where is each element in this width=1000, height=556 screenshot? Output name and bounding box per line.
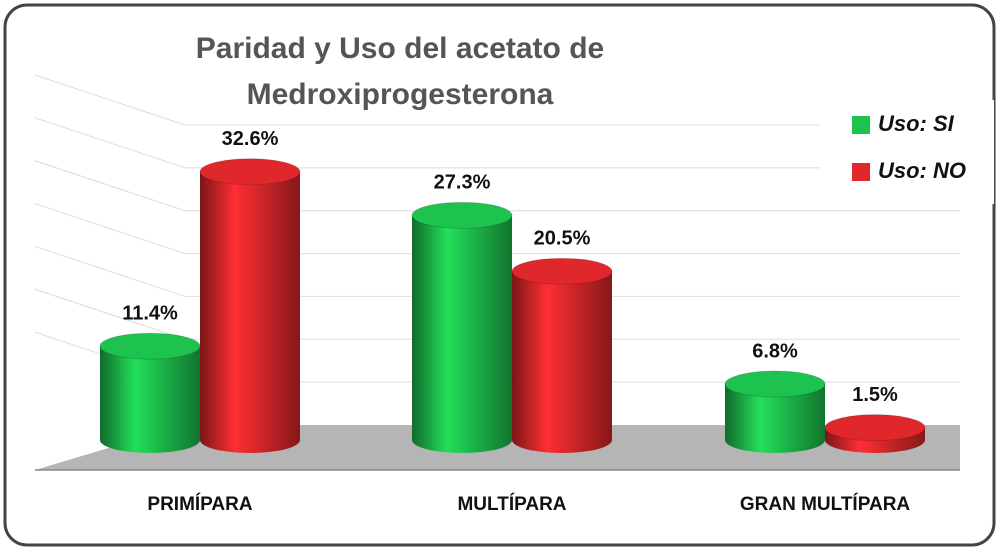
legend-swatch xyxy=(852,116,870,134)
x-tick-label: MULTÍPARA xyxy=(457,493,566,515)
value-label: 27.3% xyxy=(434,172,491,194)
bar-top xyxy=(199,158,301,186)
value-label: 1.5% xyxy=(852,384,898,406)
chart-title: Medroxiprogesterona xyxy=(247,78,554,111)
bar-top xyxy=(824,414,926,442)
x-tick-label: GRAN MULTÍPARA xyxy=(740,493,911,515)
grid-line xyxy=(34,117,960,169)
grid-line xyxy=(34,74,960,126)
value-label: 6.8% xyxy=(752,340,798,362)
legend-label: Uso: NO xyxy=(878,158,966,183)
bar xyxy=(512,271,612,453)
chart-title: Paridad y Uso del acetato de xyxy=(196,32,604,65)
bar-top xyxy=(511,257,613,285)
grid-line xyxy=(34,160,960,212)
bar-top xyxy=(411,201,513,229)
legend-entries: Uso: SI Uso: NO xyxy=(852,111,966,183)
value-label: 20.5% xyxy=(534,228,591,250)
bar xyxy=(200,171,300,453)
bar xyxy=(100,346,200,453)
value-label: 11.4% xyxy=(122,302,178,324)
legend-label: Uso: SI xyxy=(878,111,955,136)
grid-line xyxy=(34,245,960,297)
legend xyxy=(820,100,994,204)
bar-top xyxy=(99,332,201,360)
bar-top xyxy=(724,370,826,398)
x-tick-label: PRIMÍPARA xyxy=(147,493,252,515)
bars xyxy=(99,158,926,453)
bar xyxy=(412,215,512,453)
bar xyxy=(725,384,825,453)
value-label: 32.6% xyxy=(222,128,279,150)
legend-swatch xyxy=(852,163,870,181)
grid-line xyxy=(34,203,960,255)
